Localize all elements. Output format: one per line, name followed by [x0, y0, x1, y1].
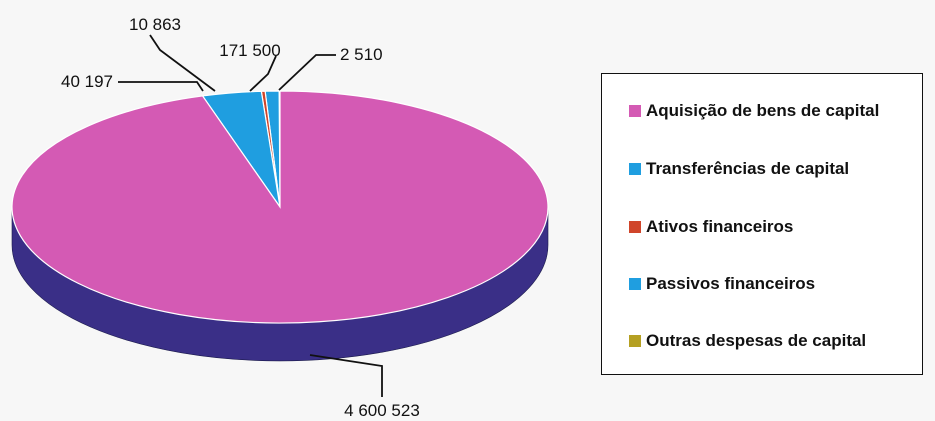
callout-layer: 171 500 10 863 40 197 2 510 4 600 523: [61, 15, 420, 420]
legend-item-ativos: Ativos financeiros: [629, 217, 793, 237]
pie-top-layer: [11, 90, 549, 324]
legend-swatch-aquisicao: [629, 105, 641, 117]
legend-label-outras: Outras despesas de capital: [646, 331, 867, 350]
data-label-aquisicao: 4 600 523: [344, 401, 420, 420]
legend-item-passivos: Passivos financeiros: [629, 274, 815, 294]
legend: Aquisição de bens de capital Transferênc…: [601, 73, 923, 375]
legend-swatch-transferencias: [629, 163, 641, 175]
data-label-passivos: 40 197: [61, 72, 113, 91]
callout-line-aquisicao: [309, 354, 383, 397]
legend-item-transferencias: Transferências de capital: [629, 159, 849, 179]
callout-line-transferencias: [249, 55, 277, 92]
legend-label-transferencias: Transferências de capital: [646, 159, 850, 178]
callout-line-outras: [278, 54, 336, 91]
data-label-ativos: 10 863: [129, 15, 181, 34]
legend-item-outras: Outras despesas de capital: [629, 331, 866, 351]
callout-line-ativos: [149, 34, 216, 92]
data-label-transferencias: 171 500: [219, 41, 280, 60]
pie-chart: 171 500 10 863 40 197 2 510 4 600 523: [11, 15, 549, 420]
legend-label-passivos: Passivos financeiros: [646, 274, 816, 293]
legend-swatch-outras: [629, 335, 641, 347]
legend-swatch-ativos: [629, 221, 641, 233]
legend-item-aquisicao: Aquisição de bens de capital: [629, 101, 879, 121]
callout-line-passivos: [118, 81, 204, 92]
legend-label-ativos: Ativos financeiros: [646, 217, 794, 236]
data-label-outras: 2 510: [340, 45, 383, 64]
legend-label-aquisicao: Aquisição de bens de capital: [646, 101, 880, 120]
pie-slice-aquisicao: [11, 90, 549, 324]
legend-swatch-passivos: [629, 278, 641, 290]
